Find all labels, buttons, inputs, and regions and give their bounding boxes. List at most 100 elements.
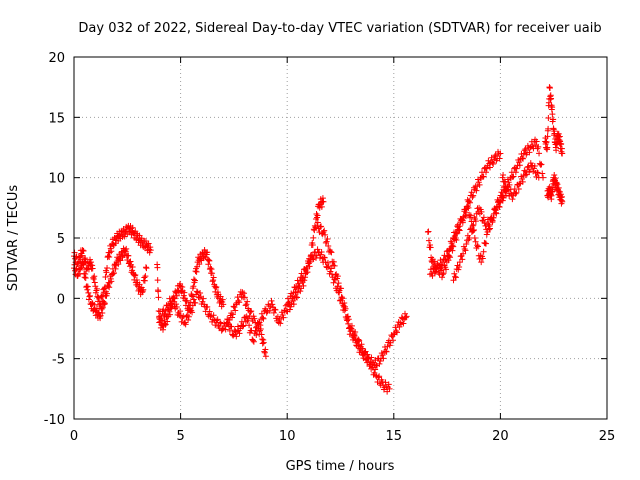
data-point — [548, 95, 555, 102]
data-point — [375, 374, 382, 381]
data-point — [335, 280, 342, 287]
x-axis-label: GPS time / hours — [286, 459, 395, 474]
data-point — [513, 189, 520, 196]
data-point — [443, 266, 450, 273]
data-point — [142, 273, 149, 280]
data-point — [443, 256, 450, 263]
data-point — [240, 322, 247, 329]
data-point — [310, 234, 317, 241]
data-point — [462, 247, 469, 254]
data-point — [361, 350, 368, 357]
data-point — [185, 316, 192, 323]
data-point — [165, 306, 172, 313]
data-point — [328, 249, 335, 256]
data-point — [518, 176, 525, 183]
data-point — [314, 219, 321, 226]
data-point — [206, 257, 213, 264]
data-point — [492, 152, 499, 159]
grid — [74, 57, 607, 419]
data-point — [147, 244, 154, 251]
data-point — [475, 243, 482, 250]
data-point — [88, 259, 95, 266]
data-point — [539, 170, 546, 177]
y-tick-label: -5 — [52, 353, 65, 368]
data-point — [470, 192, 477, 199]
data-point — [188, 292, 195, 299]
data-point — [526, 166, 533, 173]
data-point — [241, 290, 248, 297]
data-point — [209, 278, 216, 285]
data-point — [544, 133, 551, 140]
data-point — [189, 309, 196, 316]
data-point — [206, 308, 213, 315]
data-point — [205, 257, 212, 264]
data-point — [400, 320, 407, 327]
data-point — [245, 315, 252, 322]
data-point — [258, 331, 265, 338]
data-point — [480, 173, 487, 180]
data-point — [89, 265, 96, 272]
data-point — [129, 224, 136, 231]
data-point — [86, 293, 93, 300]
data-point — [80, 261, 87, 268]
data-point — [358, 343, 365, 350]
data-point — [379, 378, 386, 385]
data-point — [522, 168, 529, 175]
data-point — [330, 279, 337, 286]
data-point — [71, 249, 78, 256]
data-point — [233, 301, 240, 308]
data-point — [446, 253, 453, 260]
data-point — [166, 311, 173, 318]
data-point — [467, 199, 474, 206]
data-point — [190, 296, 197, 303]
data-point — [492, 209, 499, 216]
data-point — [313, 211, 320, 218]
data-point — [313, 252, 320, 259]
data-point — [460, 250, 467, 257]
data-point — [473, 245, 480, 252]
data-point — [82, 255, 89, 262]
data-point — [468, 229, 475, 236]
data-point — [117, 257, 124, 264]
data-point — [104, 290, 111, 297]
data-point — [219, 296, 226, 303]
data-point — [232, 307, 239, 314]
data-point — [425, 237, 432, 244]
data-point — [96, 309, 103, 316]
data-point — [317, 251, 324, 258]
x-tick-label: 10 — [279, 429, 296, 444]
data-point — [293, 293, 300, 300]
data-point — [323, 238, 330, 245]
y-tick-label: 10 — [48, 172, 65, 187]
data-point — [533, 138, 540, 145]
data-point — [559, 198, 566, 205]
data-point — [173, 303, 180, 310]
data-point — [110, 269, 117, 276]
data-point — [147, 247, 154, 254]
data-point — [320, 198, 327, 205]
data-point — [127, 258, 134, 265]
data-point — [161, 311, 168, 318]
data-point — [178, 288, 185, 295]
data-point — [555, 184, 562, 191]
data-point — [205, 261, 212, 268]
data-point — [262, 353, 269, 360]
data-point — [425, 228, 432, 235]
data-point — [435, 266, 442, 273]
data-point — [89, 262, 96, 269]
data-point — [236, 330, 243, 337]
data-point — [71, 261, 78, 268]
data-point — [229, 311, 236, 318]
data-point — [243, 301, 250, 308]
data-point — [207, 265, 214, 272]
data-point — [516, 162, 523, 169]
data-point — [390, 337, 396, 344]
data-point — [101, 300, 108, 307]
data-point — [427, 244, 434, 251]
data-point — [142, 237, 149, 244]
data-point — [296, 282, 303, 289]
data-point — [474, 242, 481, 249]
data-point — [497, 150, 504, 157]
data-point — [534, 169, 541, 176]
data-point — [393, 328, 400, 335]
